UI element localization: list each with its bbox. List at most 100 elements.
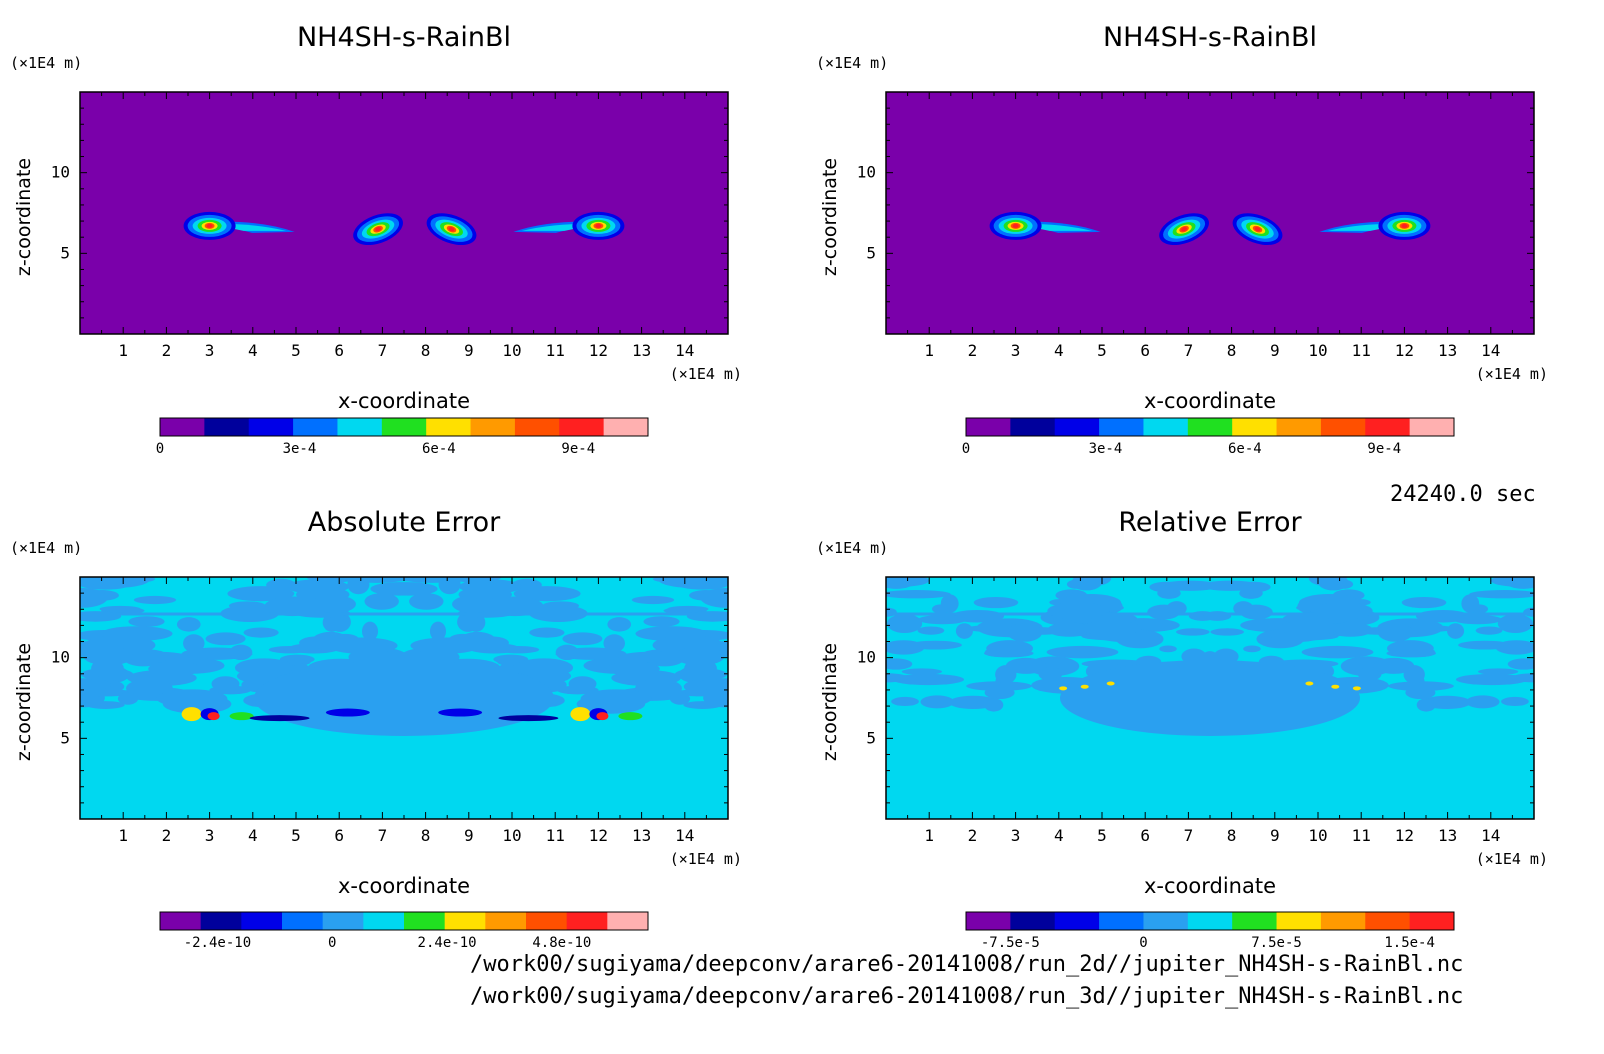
colorbar: -7.5e-5 0 7.5e-5 1.5e-4	[965, 911, 1455, 951]
colorbar-tick-label: 1.5e-4	[1384, 935, 1435, 951]
x-tick-label: 3	[205, 341, 215, 360]
x-tick-label: 12	[1395, 826, 1414, 845]
colorbar-segment	[337, 418, 383, 436]
x-tick-label: 1	[118, 826, 128, 845]
error-patch	[1047, 622, 1092, 637]
x-tick-label: 5	[291, 341, 301, 360]
blob-contour	[375, 226, 381, 232]
error-patch	[87, 577, 150, 588]
error-patch	[1406, 647, 1436, 658]
x-tick-label: 6	[1140, 341, 1150, 360]
plot-area	[80, 577, 728, 819]
colorbar-segment	[1232, 912, 1278, 930]
dark-feature	[325, 708, 370, 717]
colorbar-tick-label: 0	[962, 441, 970, 457]
error-patch	[487, 596, 544, 617]
error-patch	[1511, 673, 1534, 683]
dark-feature	[438, 708, 483, 717]
colorbar-segment	[1276, 912, 1322, 930]
x-tick-label: 9	[464, 341, 474, 360]
colorbar: 0 3e-4 6e-4 9e-4	[156, 417, 649, 457]
x-unit-label: (×1E4 m)	[1476, 850, 1548, 868]
error-patch	[209, 685, 252, 695]
colorbar-tick-label: 3e-4	[283, 441, 317, 457]
field-background	[886, 92, 1534, 334]
error-patch	[234, 658, 294, 678]
colorbar-tick-label: 6e-4	[1228, 441, 1262, 457]
x-tick-label: 14	[675, 826, 694, 845]
colorbar: 0 3e-4 6e-4 9e-4	[962, 417, 1455, 457]
error-patch	[1149, 581, 1185, 593]
error-patch	[1047, 602, 1108, 620]
x-tick-label: 1	[924, 826, 934, 845]
x-tick-label: 12	[1395, 341, 1414, 360]
error-patch	[886, 590, 951, 599]
error-patch	[1038, 667, 1063, 681]
colorbar-segment	[1143, 418, 1189, 436]
colorbar-segment	[160, 912, 202, 930]
x-tick-label: 2	[162, 826, 172, 845]
x-tick-label: 5	[291, 826, 301, 845]
y-axis-label: z-coordinate	[13, 158, 35, 276]
error-patch	[99, 605, 141, 613]
colorbar-tick-label: 9e-4	[561, 441, 595, 457]
colorbar-segment	[1365, 418, 1411, 436]
colorbar-segment	[381, 418, 427, 436]
error-patch	[984, 698, 1004, 712]
error-patch	[1507, 658, 1534, 670]
colorbar-segment	[607, 912, 649, 930]
error-patch	[1210, 628, 1244, 636]
x-tick-label: 10	[1308, 826, 1327, 845]
error-patch	[1416, 698, 1436, 712]
colorbar-segment	[966, 912, 1011, 930]
error-patch	[606, 661, 660, 676]
y-unit-label: (×1E4 m)	[10, 539, 82, 557]
error-patch	[1495, 640, 1534, 655]
rel-error-spot	[1059, 686, 1068, 691]
error-patch	[1270, 632, 1339, 641]
x-unit-label: (×1E4 m)	[670, 850, 742, 868]
plot-area	[886, 577, 1534, 819]
error-patch	[1166, 601, 1187, 616]
error-patch	[886, 673, 909, 683]
x-tick-label: 1	[924, 341, 934, 360]
colorbar-tick-label: 2.4e-10	[418, 935, 477, 951]
error-patch	[399, 577, 465, 583]
hotspot	[498, 715, 559, 722]
error-patch	[886, 614, 923, 634]
error-patch	[117, 692, 139, 705]
panel-title: Absolute Error	[308, 507, 501, 538]
blob-contour	[448, 226, 455, 232]
colorbar-segment	[1010, 912, 1056, 930]
colorbar-segment	[603, 418, 649, 436]
error-patch	[205, 632, 246, 646]
x-tick-label: 6	[1140, 826, 1150, 845]
hotspot	[181, 707, 202, 722]
error-patch	[973, 596, 1019, 609]
y-tick-label: 10	[51, 163, 70, 182]
error-patch	[176, 617, 201, 632]
chart-panel-3: Absolute Error(×1E4 m)1 2 3 4 5 6 7 8 9 10 11 12 13 1…	[10, 507, 742, 951]
error-patch	[1235, 581, 1271, 593]
x-tick-label: 4	[1054, 826, 1064, 845]
colorbar-segment	[1409, 912, 1455, 930]
error-patch	[1046, 645, 1119, 659]
colorbar-segment	[322, 912, 364, 930]
error-patch	[470, 582, 499, 601]
error-patch	[886, 577, 916, 589]
blob-contour	[1181, 226, 1187, 232]
colorbar-segment	[404, 912, 446, 930]
rel-error-spot	[1352, 686, 1361, 691]
x-tick-label: 14	[1481, 826, 1500, 845]
y-tick-label: 5	[866, 243, 876, 262]
error-patch	[343, 577, 409, 583]
x-tick-label: 7	[1184, 826, 1194, 845]
colorbar-tick-label: 0	[328, 935, 336, 951]
colorbar-segment	[200, 912, 242, 930]
colorbar-segment	[1365, 912, 1411, 930]
error-patch	[243, 627, 279, 638]
chart-panel-4: Relative Error(×1E4 m)1 2 3 4 5 6 7 8 9 10 11 12 13 1…	[816, 507, 1548, 951]
error-patch	[658, 577, 721, 588]
colorbar-segment	[470, 418, 516, 436]
y-tick-label: 10	[51, 648, 70, 667]
